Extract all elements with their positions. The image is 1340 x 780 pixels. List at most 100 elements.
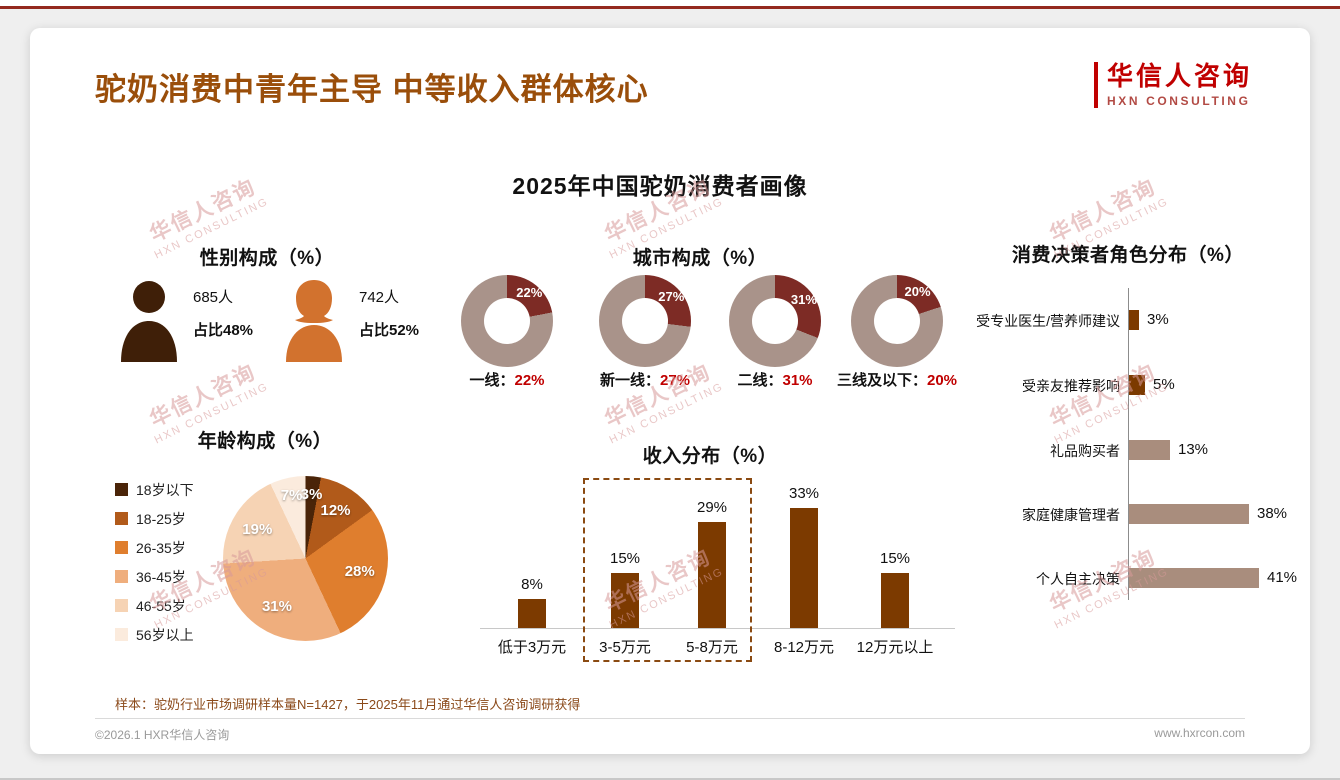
bottom-edge-line <box>0 778 1340 780</box>
decision-category-label: 礼品购买者 <box>1050 443 1120 459</box>
decision-bar-礼品购买者 <box>1129 440 1170 460</box>
legend-item: 26-35岁 <box>115 533 194 562</box>
donut-caption: 二线：31% <box>665 369 885 390</box>
legend-swatch <box>115 570 128 583</box>
footer-divider <box>95 718 1245 719</box>
decision-bar-个人自主决策 <box>1129 568 1259 588</box>
income-x-axis <box>480 628 955 629</box>
top-white-strip <box>0 0 1340 6</box>
legend-label: 18-25岁 <box>136 510 186 527</box>
decision-category-label: 受专业医生/营养师建议 <box>976 313 1120 329</box>
female-count: 742人 <box>359 289 400 306</box>
logo-accent-bar <box>1094 62 1098 108</box>
female-icon <box>282 278 346 367</box>
income-bar-低于3万元 <box>518 599 546 628</box>
legend-label: 56岁以上 <box>136 626 194 643</box>
income-category-label: 5-8万元 <box>686 639 738 656</box>
male-icon <box>118 278 180 367</box>
donut-hole <box>484 298 530 344</box>
female-share: 占比52% <box>359 322 420 339</box>
male-figure: 685人 占比48% <box>118 278 253 367</box>
income-value-label: 15% <box>609 550 641 567</box>
legend-label: 18岁以下 <box>136 481 194 498</box>
donut-value-label: 22% <box>516 285 543 301</box>
decision-value-label: 3% <box>1147 311 1169 328</box>
male-count: 685人 <box>193 289 234 306</box>
city-donut-新一线: 27% <box>599 275 691 367</box>
age-pie-chart: 18岁以下 18-25岁 26-35岁 36-45岁 46-55岁 56岁以上 3% 12%… <box>30 28 1310 754</box>
income-section-title: 收入分布（%） <box>642 446 778 467</box>
decision-value-label: 13% <box>1178 441 1209 458</box>
legend-swatch <box>115 628 128 641</box>
top-accent-line <box>0 6 1340 9</box>
sample-note: 样本：驼奶行业市场调研样本量N=1427，于2025年11月通过华信人咨询调研获… <box>115 697 581 712</box>
logo-text: 华信人咨询 <box>1107 61 1253 91</box>
donut-caption-value: 22% <box>514 372 545 389</box>
pie-value-label: 19% <box>242 520 273 538</box>
donut-caption-label: 新一线： <box>599 372 660 389</box>
legend-item: 18岁以下 <box>115 475 194 504</box>
footer-url: www.hxrcon.com <box>1154 726 1245 740</box>
page-title: 驼奶消费中青年主导 中等收入群体核心 <box>95 72 649 107</box>
pie-value-label: 3% <box>300 485 323 503</box>
legend-swatch <box>115 599 128 612</box>
legend-item: 36-45岁 <box>115 562 194 591</box>
income-bar-5-8万元 <box>698 522 726 628</box>
donut-caption-label: 三线及以下： <box>836 372 927 389</box>
donut-hole <box>752 298 798 344</box>
logo-subtext: HXN CONSULTING <box>1107 93 1251 108</box>
donut-value-label: 27% <box>658 288 685 304</box>
age-legend: 18岁以下 18-25岁 26-35岁 36-45岁 46-55岁 56岁以上 <box>115 475 194 649</box>
income-category-label: 12万元以上 <box>856 639 934 656</box>
city-section-title: 城市构成（%） <box>632 248 768 269</box>
income-category-label: 8-12万元 <box>773 639 835 656</box>
income-bar-3-5万元 <box>611 573 639 628</box>
legend-label: 36-45岁 <box>136 568 186 585</box>
female-figure: 742人 占比52% <box>282 278 419 367</box>
footer-copyright: ©2026.1 HXR华信人咨询 <box>95 728 230 742</box>
donut-caption-value: 31% <box>782 372 813 389</box>
city-donut-二线: 31% <box>729 275 821 367</box>
decision-y-axis <box>1128 288 1129 600</box>
city-donut-charts: 22% 一线：22% 27% 新一线：27% 31% 二线：31% 20% 三线及以下：20% <box>30 28 1310 754</box>
city-donut-三线及以下: 20% <box>851 275 943 367</box>
slide-card: 华信人咨询 HXN CONSULTING 华信人咨询 HXN CONSULTING 华信… <box>30 28 1310 754</box>
pie-value-label: 7% <box>280 487 303 505</box>
donut-value-label: 20% <box>904 283 931 299</box>
legend-label: 46-55岁 <box>136 597 186 614</box>
income-value-label: 29% <box>696 499 728 516</box>
age-pie: 3% 12% 28% 31% 19% 7% <box>223 476 388 641</box>
decision-value-label: 41% <box>1267 569 1298 586</box>
gender-chart: 685人 占比48% 742人 占比52% <box>30 28 1310 754</box>
chart-main-title: 2025年中国驼奶消费者画像 <box>512 173 808 199</box>
male-share: 占比48% <box>193 322 254 339</box>
legend-item: 46-55岁 <box>115 591 194 620</box>
donut-caption-label: 二线： <box>737 372 783 389</box>
company-logo: 华信人咨询 HXN CONSULTING <box>1094 62 1252 108</box>
donut-hole <box>874 298 920 344</box>
age-section-title: 年龄构成（%） <box>197 431 333 452</box>
donut-hole <box>622 298 668 344</box>
income-category-label: 低于3万元 <box>497 639 567 656</box>
donut-caption: 三线及以下：20% <box>787 369 1007 390</box>
income-value-label: 8% <box>521 576 543 593</box>
income-value-label: 15% <box>879 550 911 567</box>
pie-value-label: 12% <box>320 502 351 520</box>
decision-category-label: 家庭健康管理者 <box>1022 507 1120 523</box>
income-bar-12万元以上 <box>881 573 909 628</box>
legend-item: 18-25岁 <box>115 504 194 533</box>
gender-section-title: 性别构成（%） <box>199 248 335 269</box>
donut-caption: 一线：22% <box>397 369 617 390</box>
pie-value-label: 28% <box>344 563 375 581</box>
decision-bar-受亲友推荐影响 <box>1129 375 1145 395</box>
legend-swatch <box>115 483 128 496</box>
income-category-label: 3-5万元 <box>599 639 651 656</box>
city-donut-一线: 22% <box>461 275 553 367</box>
decision-bar-受专业医生/营养师建议 <box>1129 310 1139 330</box>
income-bar-8-12万元 <box>790 508 818 628</box>
donut-caption: 新一线：27% <box>535 369 755 390</box>
pie-value-label: 31% <box>261 597 292 615</box>
income-value-label: 33% <box>788 485 820 502</box>
donut-caption-label: 一线： <box>469 372 515 389</box>
donut-caption-value: 20% <box>926 372 958 389</box>
